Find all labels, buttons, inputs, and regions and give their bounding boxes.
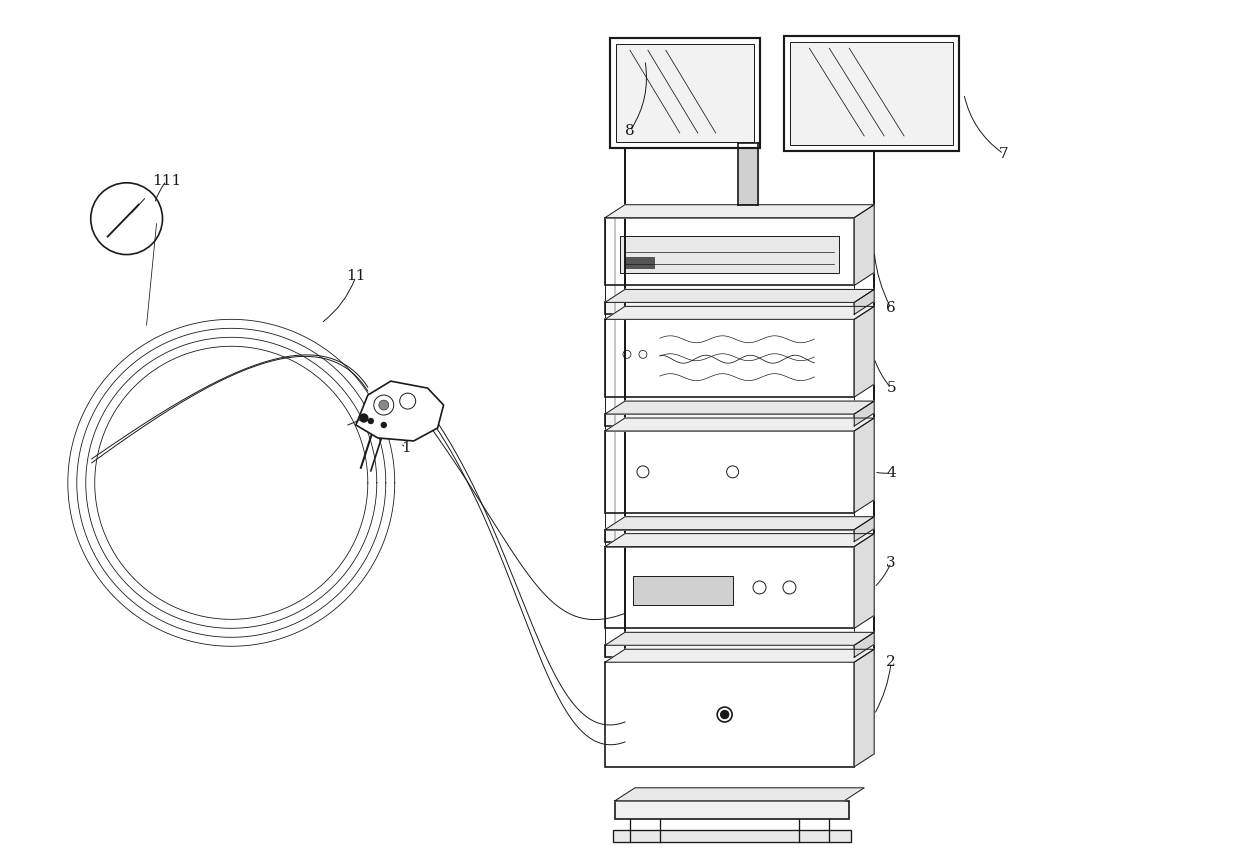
- Circle shape: [368, 419, 373, 423]
- Text: 8: 8: [625, 124, 635, 138]
- FancyBboxPatch shape: [605, 218, 854, 286]
- Polygon shape: [854, 650, 874, 767]
- Text: 111: 111: [151, 174, 181, 187]
- FancyBboxPatch shape: [616, 44, 754, 142]
- FancyBboxPatch shape: [605, 431, 854, 513]
- FancyBboxPatch shape: [605, 320, 854, 397]
- Polygon shape: [854, 418, 874, 513]
- Polygon shape: [605, 533, 874, 547]
- FancyBboxPatch shape: [632, 576, 733, 605]
- Polygon shape: [854, 306, 874, 397]
- Circle shape: [381, 422, 387, 427]
- Text: 6: 6: [887, 301, 897, 315]
- FancyBboxPatch shape: [605, 662, 854, 767]
- Polygon shape: [854, 204, 874, 286]
- FancyBboxPatch shape: [610, 38, 760, 148]
- Text: 4: 4: [887, 466, 897, 480]
- FancyBboxPatch shape: [785, 36, 959, 151]
- Text: 7: 7: [999, 147, 1008, 161]
- Polygon shape: [854, 289, 874, 315]
- FancyBboxPatch shape: [605, 303, 854, 315]
- FancyBboxPatch shape: [605, 414, 854, 426]
- Circle shape: [399, 393, 415, 409]
- Polygon shape: [605, 289, 874, 303]
- Polygon shape: [605, 633, 874, 645]
- Polygon shape: [605, 650, 874, 662]
- Polygon shape: [605, 204, 874, 218]
- Circle shape: [378, 400, 389, 410]
- Circle shape: [360, 414, 368, 422]
- Polygon shape: [605, 418, 874, 431]
- FancyBboxPatch shape: [620, 236, 839, 274]
- FancyBboxPatch shape: [605, 530, 854, 542]
- Polygon shape: [854, 633, 874, 657]
- Polygon shape: [605, 306, 874, 320]
- Text: 1: 1: [401, 441, 410, 455]
- Polygon shape: [854, 401, 874, 426]
- FancyBboxPatch shape: [605, 547, 854, 628]
- FancyBboxPatch shape: [605, 645, 854, 657]
- Polygon shape: [854, 533, 874, 628]
- FancyBboxPatch shape: [615, 801, 849, 818]
- Polygon shape: [605, 516, 874, 530]
- Circle shape: [373, 395, 394, 415]
- Polygon shape: [615, 788, 864, 801]
- FancyBboxPatch shape: [613, 829, 851, 841]
- FancyBboxPatch shape: [790, 42, 952, 145]
- Polygon shape: [854, 516, 874, 542]
- Text: 2: 2: [887, 656, 897, 669]
- Text: 5: 5: [887, 381, 897, 395]
- Text: 3: 3: [887, 555, 897, 570]
- FancyBboxPatch shape: [625, 257, 655, 269]
- Circle shape: [720, 711, 729, 718]
- Polygon shape: [356, 381, 444, 441]
- Text: 11: 11: [346, 270, 366, 283]
- Polygon shape: [605, 401, 874, 414]
